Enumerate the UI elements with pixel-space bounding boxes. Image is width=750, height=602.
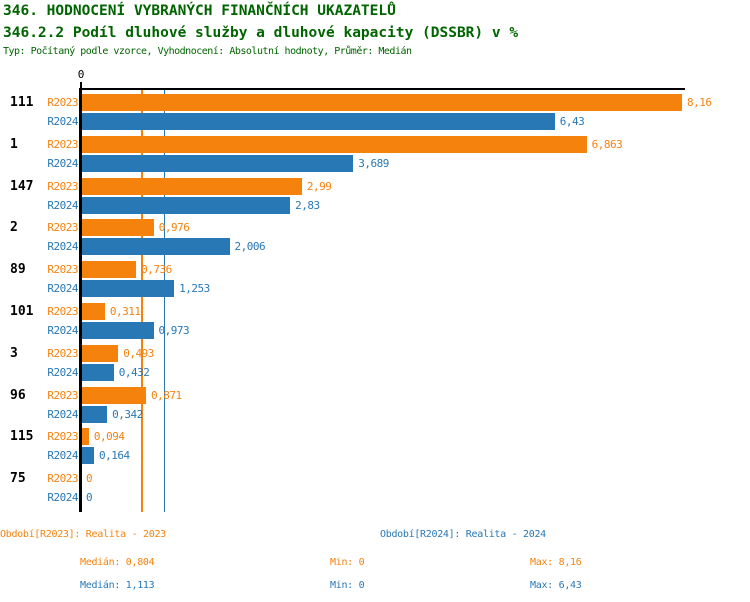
value-label-r2023: 0,493: [123, 346, 154, 360]
bar-r2024: [82, 447, 95, 465]
value-label-r2024: 0,973: [158, 324, 190, 337]
stat-median-r2023: Medián: 0,804: [80, 557, 155, 568]
series-label-r2023: R2023: [47, 305, 78, 318]
bar-r2024: [82, 238, 230, 256]
median-line-r2024: [163, 89, 166, 512]
x-axis-origin-label: 0: [77, 68, 85, 81]
bar-r2024: [82, 280, 175, 298]
chart-meta: Typ: Počítaný podle vzorce, Vyhodnocení:…: [3, 46, 412, 57]
value-label-r2023: 0,976: [158, 221, 190, 235]
page-subtitle: 346.2.2 Podíl dluhové služby a dluhové k…: [3, 25, 519, 41]
stat-max-r2024: Max: 6,43: [530, 580, 582, 591]
series-label-r2023: R2023: [47, 221, 78, 235]
value-label-r2023: 6,863: [591, 137, 623, 151]
series-label-r2023: R2023: [47, 430, 78, 444]
series-label-r2024: R2024: [47, 365, 78, 379]
series-label-r2023: R2023: [47, 263, 78, 277]
category-label: 111: [10, 95, 34, 110]
bar-r2024: [82, 196, 291, 214]
value-label-r2024: 2,006: [234, 240, 266, 254]
value-label-r2023: 0,094: [93, 430, 125, 444]
category-label: 3: [10, 345, 18, 361]
series-label-r2024: R2024: [47, 115, 78, 128]
series-label-r2024: R2024: [47, 407, 78, 421]
page-title: 346. HODNOCENÍ VYBRANÝCH FINANČNÍCH UKAZ…: [3, 3, 396, 19]
category-label: 89: [10, 262, 26, 278]
series-label-r2023: R2023: [47, 137, 78, 151]
series-label-r2024: R2024: [47, 324, 78, 337]
value-label-r2024: 1,253: [179, 282, 210, 296]
series-label-r2023: R2023: [47, 472, 78, 486]
category-label: 101: [10, 304, 34, 319]
x-axis-origin-tick: [80, 82, 82, 88]
series-label-r2023: R2023: [47, 179, 78, 193]
bar-r2024: [82, 113, 555, 130]
value-label-r2023: 0: [86, 472, 93, 486]
series-label-r2023: R2023: [47, 346, 78, 360]
value-label-r2024: 0: [86, 491, 93, 505]
bar-r2024: [82, 154, 354, 172]
stat-min-r2023: Min: 0: [330, 557, 365, 568]
category-label: 115: [10, 429, 34, 445]
series-label-r2023: R2023: [47, 388, 78, 402]
bar-r2024: [82, 363, 114, 381]
bar-r2023: [82, 303, 105, 320]
stat-min-r2024: Min: 0: [330, 580, 365, 591]
stat-max-r2023: Max: 8,16: [530, 557, 582, 568]
series-label-r2024: R2024: [47, 156, 78, 170]
x-axis-line: [80, 88, 685, 90]
bar-r2023: [82, 219, 154, 237]
series-label-r2023: R2023: [47, 96, 78, 109]
series-label-r2024: R2024: [47, 449, 78, 463]
value-label-r2023: 2,99: [306, 179, 332, 193]
category-label: 75: [10, 471, 26, 487]
series-label-r2024: R2024: [47, 240, 78, 254]
value-label-r2024: 0,432: [118, 365, 150, 379]
bar-r2023: [82, 94, 682, 111]
value-label-r2024: 0,342: [112, 407, 143, 421]
bar-r2023: [82, 135, 587, 153]
series-label-r2024: R2024: [47, 491, 78, 505]
stat-median-r2024: Medián: 1,113: [80, 580, 155, 591]
legend-r2023: Období[R2023]: Realita - 2023: [0, 529, 166, 540]
value-label-r2023: 0,871: [151, 388, 182, 402]
bar-r2023: [82, 428, 89, 446]
category-label: 2: [10, 220, 18, 236]
category-label: 147: [10, 178, 34, 194]
bar-r2023: [82, 177, 302, 195]
series-label-r2024: R2024: [47, 282, 78, 296]
category-label: 1: [10, 136, 18, 152]
value-label-r2023: 8,16: [687, 96, 712, 109]
category-label: 96: [10, 387, 26, 403]
bar-r2024: [82, 405, 108, 423]
median-line-r2023: [141, 89, 143, 512]
value-label-r2023: 0,311: [109, 305, 141, 318]
bar-r2024: [82, 322, 154, 339]
legend-r2024: Období[R2024]: Realita - 2024: [380, 529, 546, 540]
value-label-r2024: 2,83: [295, 198, 320, 212]
y-axis-line: [79, 88, 82, 512]
series-label-r2024: R2024: [47, 198, 78, 212]
value-label-r2023: 0,736: [141, 263, 172, 277]
bar-r2023: [82, 386, 147, 404]
bar-r2023: [82, 261, 137, 279]
bar-r2023: [82, 344, 119, 362]
value-label-r2024: 3,689: [358, 156, 389, 170]
value-label-r2024: 0,164: [99, 449, 130, 463]
value-label-r2024: 6,43: [559, 115, 585, 128]
